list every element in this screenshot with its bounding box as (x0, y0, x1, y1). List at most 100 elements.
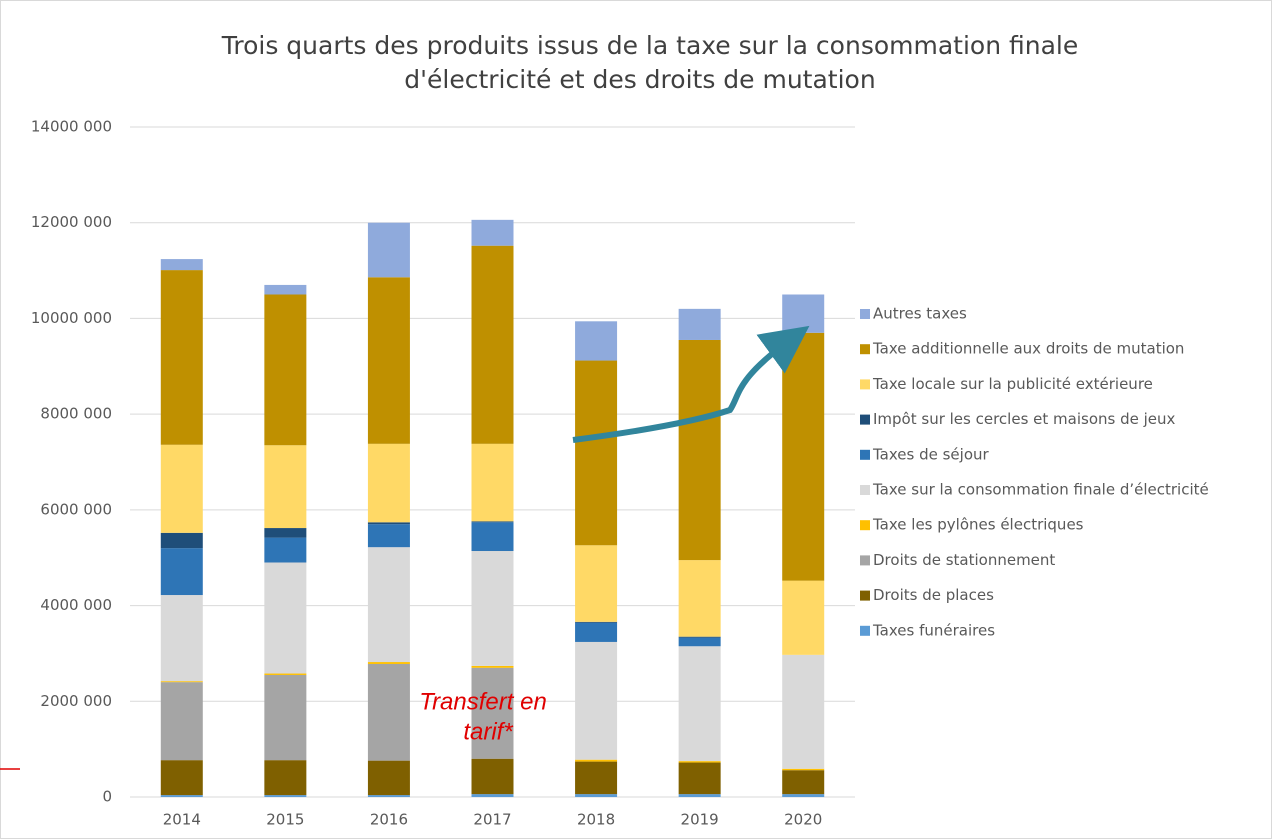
annotation: Transfert en (419, 688, 547, 715)
legend-swatch (860, 309, 870, 319)
legend-label: Autres taxes (873, 305, 967, 323)
y-tick-label: 0 (102, 788, 112, 806)
bar-segment (160, 681, 203, 683)
bar-segment (264, 562, 307, 674)
bar-segment (471, 665, 514, 668)
legend-label: Droits de stationnement (873, 551, 1055, 569)
legend-swatch (860, 555, 870, 566)
bar-segment (160, 682, 203, 761)
bar-segment (678, 762, 721, 795)
bar-segment (782, 580, 825, 655)
bar-segment (678, 308, 721, 340)
arrow (572, 325, 810, 443)
bar-segment (264, 294, 307, 446)
y-tick-label: 8000 000 (40, 405, 112, 423)
legend-label: Taxe sur la consommation finale d’électr… (872, 481, 1209, 499)
bar-segment (575, 545, 618, 622)
y-tick-label: 10000 000 (31, 309, 112, 327)
x-tick-label: 2020 (784, 811, 822, 829)
bar-segment (367, 277, 410, 444)
bar-segment (367, 662, 410, 664)
bar-segment (471, 794, 514, 797)
bar-segment (575, 622, 618, 642)
bar-segment (678, 339, 721, 561)
bar-segment (160, 259, 203, 271)
bar-segment (575, 759, 618, 762)
bar-segment (471, 219, 514, 246)
bar-segment (575, 621, 618, 623)
legend-label: Droits de places (873, 586, 994, 604)
bar-segment (367, 663, 410, 761)
y-tick-label: 14000 000 (31, 118, 112, 136)
bar-segment (575, 641, 618, 760)
bar-segment (471, 667, 514, 759)
bar-segment (678, 761, 721, 763)
bar-segment (782, 294, 825, 333)
bar-segment (575, 360, 618, 546)
legend-swatch (860, 520, 870, 531)
bar-segment (575, 761, 618, 795)
bar-segment (264, 673, 307, 675)
bar-segment (782, 332, 825, 581)
legend-swatch (860, 625, 870, 636)
legend-label: Taxe les pylônes électriques (872, 516, 1084, 534)
chart-title: d'électricité et des droits de mutation (404, 65, 875, 94)
bar-segment (678, 794, 721, 797)
bar-segment (782, 768, 825, 771)
bar-segment (471, 758, 514, 795)
legend-swatch (860, 414, 870, 425)
bar-segment (264, 795, 307, 797)
bar-segment (367, 547, 410, 663)
x-tick-label: 2017 (473, 811, 511, 829)
bar-segment (782, 654, 825, 769)
bar-segment (367, 222, 410, 278)
bar-segment (264, 537, 307, 563)
bar-segment (264, 445, 307, 529)
legend-swatch (860, 344, 870, 355)
x-tick-label: 2018 (577, 811, 615, 829)
bar-segment (471, 521, 514, 523)
bar-segment (367, 522, 410, 525)
legend-swatch (860, 449, 870, 460)
bar-segment (678, 637, 721, 647)
chart-title: Trois quarts des produits issus de la ta… (221, 31, 1078, 60)
x-tick-label: 2014 (163, 811, 201, 829)
legend-label: Taxe locale sur la publicité extérieure (872, 375, 1153, 393)
x-tick-label: 2019 (681, 811, 719, 829)
legend-swatch (860, 590, 870, 601)
annotation: tarif* (463, 718, 513, 745)
bar-segment (264, 674, 307, 761)
bar-segment (264, 760, 307, 796)
bar-segment (471, 443, 514, 522)
legend-label: Taxes de séjour (872, 445, 990, 463)
bar-segment (264, 528, 307, 538)
bar-segment (471, 522, 514, 552)
y-tick-label: 2000 000 (40, 692, 112, 710)
bar-segment (160, 444, 203, 533)
bar-segment (471, 245, 514, 444)
legend-label: Taxe additionnelle aux droits de mutatio… (872, 340, 1184, 358)
bar-segment (782, 794, 825, 797)
x-tick-label: 2015 (266, 811, 304, 829)
bar-segment (160, 548, 203, 596)
bar-segment (160, 795, 203, 797)
bar-segment (367, 443, 410, 523)
y-tick-label: 6000 000 (40, 500, 112, 518)
bar-segment (160, 270, 203, 445)
x-tick-label: 2016 (370, 811, 408, 829)
bar-segment (782, 770, 825, 795)
y-tick-label: 4000 000 (40, 596, 112, 614)
bar-segment (575, 321, 618, 361)
bar-segment (471, 551, 514, 666)
bar-segment (160, 595, 203, 682)
bar-segment (367, 760, 410, 796)
bar-segment (678, 646, 721, 762)
legend-label: Taxes funéraires (872, 621, 995, 639)
legend-label: Impôt sur les cercles et maisons de jeux (873, 410, 1176, 428)
bar-segment (264, 284, 307, 295)
bar-segment (160, 532, 203, 549)
legend-swatch (860, 485, 870, 495)
y-tick-label: 12000 000 (31, 213, 112, 231)
legend-swatch (860, 379, 870, 390)
